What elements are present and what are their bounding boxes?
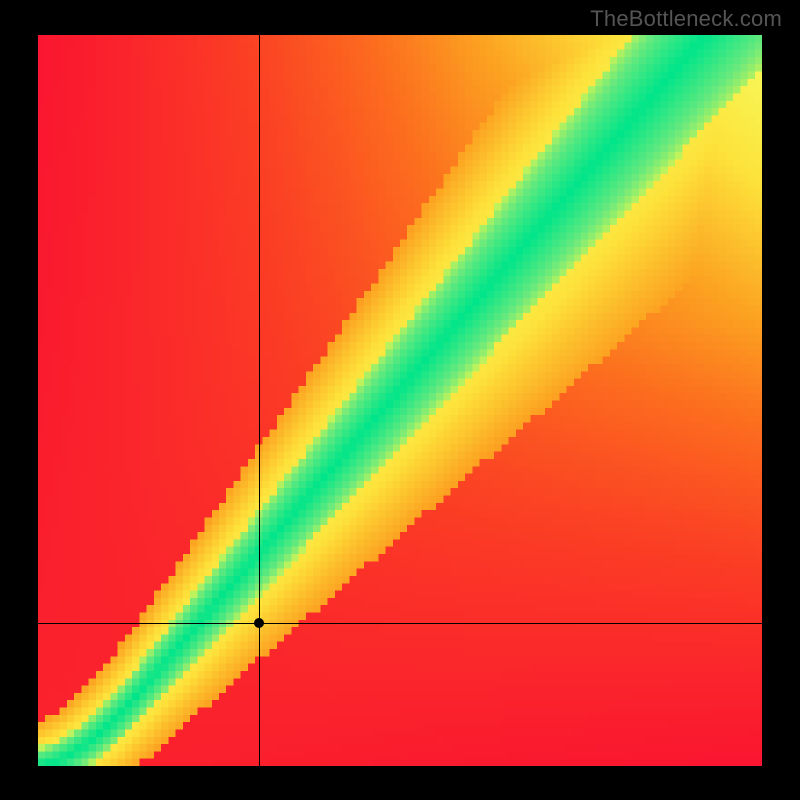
crosshair-vertical-line [259, 35, 260, 766]
watermark-text: TheBottleneck.com [590, 6, 782, 32]
crosshair-marker-dot [254, 618, 264, 628]
crosshair-horizontal-line [38, 623, 762, 624]
bottleneck-heatmap [38, 35, 762, 766]
